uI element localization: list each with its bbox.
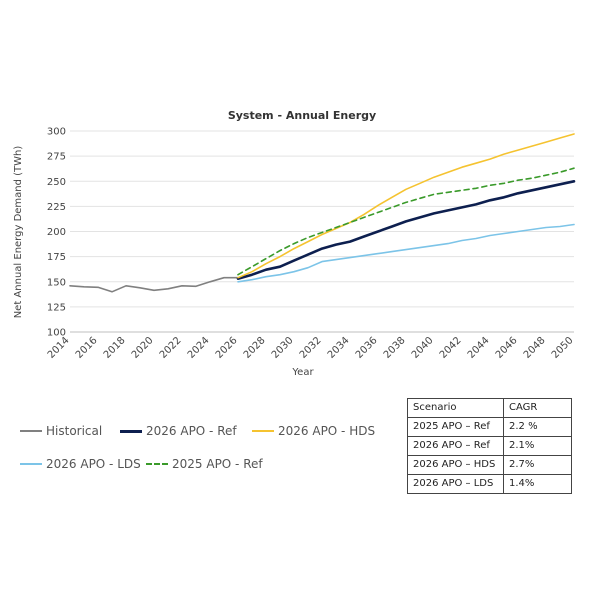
legend-label-2026-lds: 2026 APO - LDS <box>46 457 141 471</box>
legend-swatch-2025-ref <box>146 463 168 465</box>
chart-title: System - Annual Energy <box>228 109 376 122</box>
y-tick-label: 100 <box>47 328 66 339</box>
series-lines <box>69 133 576 293</box>
x-tick-label: 2014 <box>46 335 72 361</box>
series-line-2026-apo-lds <box>237 223 575 283</box>
table-header-scenario: Scenario <box>407 398 504 418</box>
legend-item-historical: Historical <box>20 424 102 438</box>
table-cell-scenario: 2026 APO – Ref <box>407 436 504 456</box>
table-cell-scenario: 2026 APO – HDS <box>407 455 504 475</box>
legend-item-2025-ref: 2025 APO - Ref <box>146 457 263 471</box>
x-tick-label: 2026 <box>214 335 240 361</box>
x-tick-label: 2024 <box>186 335 212 361</box>
table-row: 2025 APO – Ref 2.2 % <box>407 417 572 437</box>
table-cell-scenario: 2026 APO – LDS <box>407 474 504 494</box>
y-tick-label: 225 <box>47 202 66 213</box>
table-row: 2026 APO – HDS 2.7% <box>407 455 572 475</box>
table-cell-scenario: 2025 APO – Ref <box>407 417 504 437</box>
x-tick-label: 2034 <box>326 335 352 361</box>
y-axis-label: Net Annual Energy Demand (TWh) <box>13 146 24 319</box>
legend-label-2026-hds: 2026 APO - HDS <box>278 424 376 438</box>
table-row: 2026 APO – LDS 1.4% <box>407 474 572 494</box>
table-header-row: Scenario CAGR <box>407 398 572 418</box>
x-tick-label: 2048 <box>522 335 548 361</box>
cagr-table: Scenario CAGR 2025 APO – Ref 2.2 % 2026 … <box>407 398 572 494</box>
x-tick-label: 2030 <box>270 335 296 361</box>
legend-item-2026-hds: 2026 APO - HDS <box>252 424 375 438</box>
legend-swatch-2026-ref <box>120 429 142 433</box>
legend-swatch-2026-hds <box>252 430 274 432</box>
table-cell-cagr: 2.1% <box>503 436 572 456</box>
y-tick-label: 200 <box>47 227 66 238</box>
series-line-2026-apo-ref <box>236 180 576 281</box>
legend-swatch-2026-lds <box>20 463 42 465</box>
x-tick-label: 2046 <box>494 335 520 361</box>
series-line-2026-apo-hds <box>237 133 575 279</box>
table-cell-cagr: 2.7% <box>503 455 572 475</box>
series-line-historical <box>69 276 239 293</box>
y-tick-label: 300 <box>47 127 66 138</box>
x-tick-label: 2042 <box>438 335 464 361</box>
y-tick-label: 250 <box>47 177 66 188</box>
y-tick-label: 175 <box>47 252 66 263</box>
legend-label-historical: Historical <box>46 424 103 438</box>
legend-swatch-historical <box>20 430 42 432</box>
legend-item-2026-ref: 2026 APO - Ref <box>120 424 237 438</box>
legend-label-2026-ref: 2026 APO - Ref <box>146 424 237 438</box>
x-tick-label: 2040 <box>410 335 436 361</box>
gridlines <box>70 130 574 308</box>
table-row: 2026 APO – Ref 2.1% <box>407 436 572 456</box>
x-tick-label: 2020 <box>130 335 156 361</box>
y-tick-label: 275 <box>47 152 66 163</box>
x-tick-label: 2032 <box>298 335 324 361</box>
x-tick-label: 2050 <box>550 335 576 361</box>
x-axis-label: Year <box>291 367 314 378</box>
x-tick-label: 2018 <box>102 335 128 361</box>
table-header-cagr: CAGR <box>503 398 572 418</box>
table-cell-cagr: 2.2 % <box>503 417 572 437</box>
series-line-2025-apo-ref <box>237 167 575 276</box>
y-tick-label: 125 <box>47 302 66 313</box>
x-tick-label: 2036 <box>354 335 380 361</box>
x-tick-labels: 2014 2016 2018 2020 2022 2024 2026 2028 2030 2032… <box>46 335 576 361</box>
table-cell-cagr: 1.4% <box>503 474 572 494</box>
x-tick-label: 2044 <box>466 335 492 361</box>
x-tick-label: 2038 <box>382 335 408 361</box>
x-tick-label: 2016 <box>74 335 100 361</box>
legend-item-2026-lds: 2026 APO - LDS <box>20 457 141 471</box>
y-tick-label: 150 <box>47 277 66 288</box>
x-tick-label: 2022 <box>158 335 184 361</box>
x-tick-label: 2028 <box>242 335 268 361</box>
y-tick-labels: 100 125 150 175 200 225 250 275 300 <box>47 127 66 339</box>
legend-label-2025-ref: 2025 APO - Ref <box>172 457 263 471</box>
